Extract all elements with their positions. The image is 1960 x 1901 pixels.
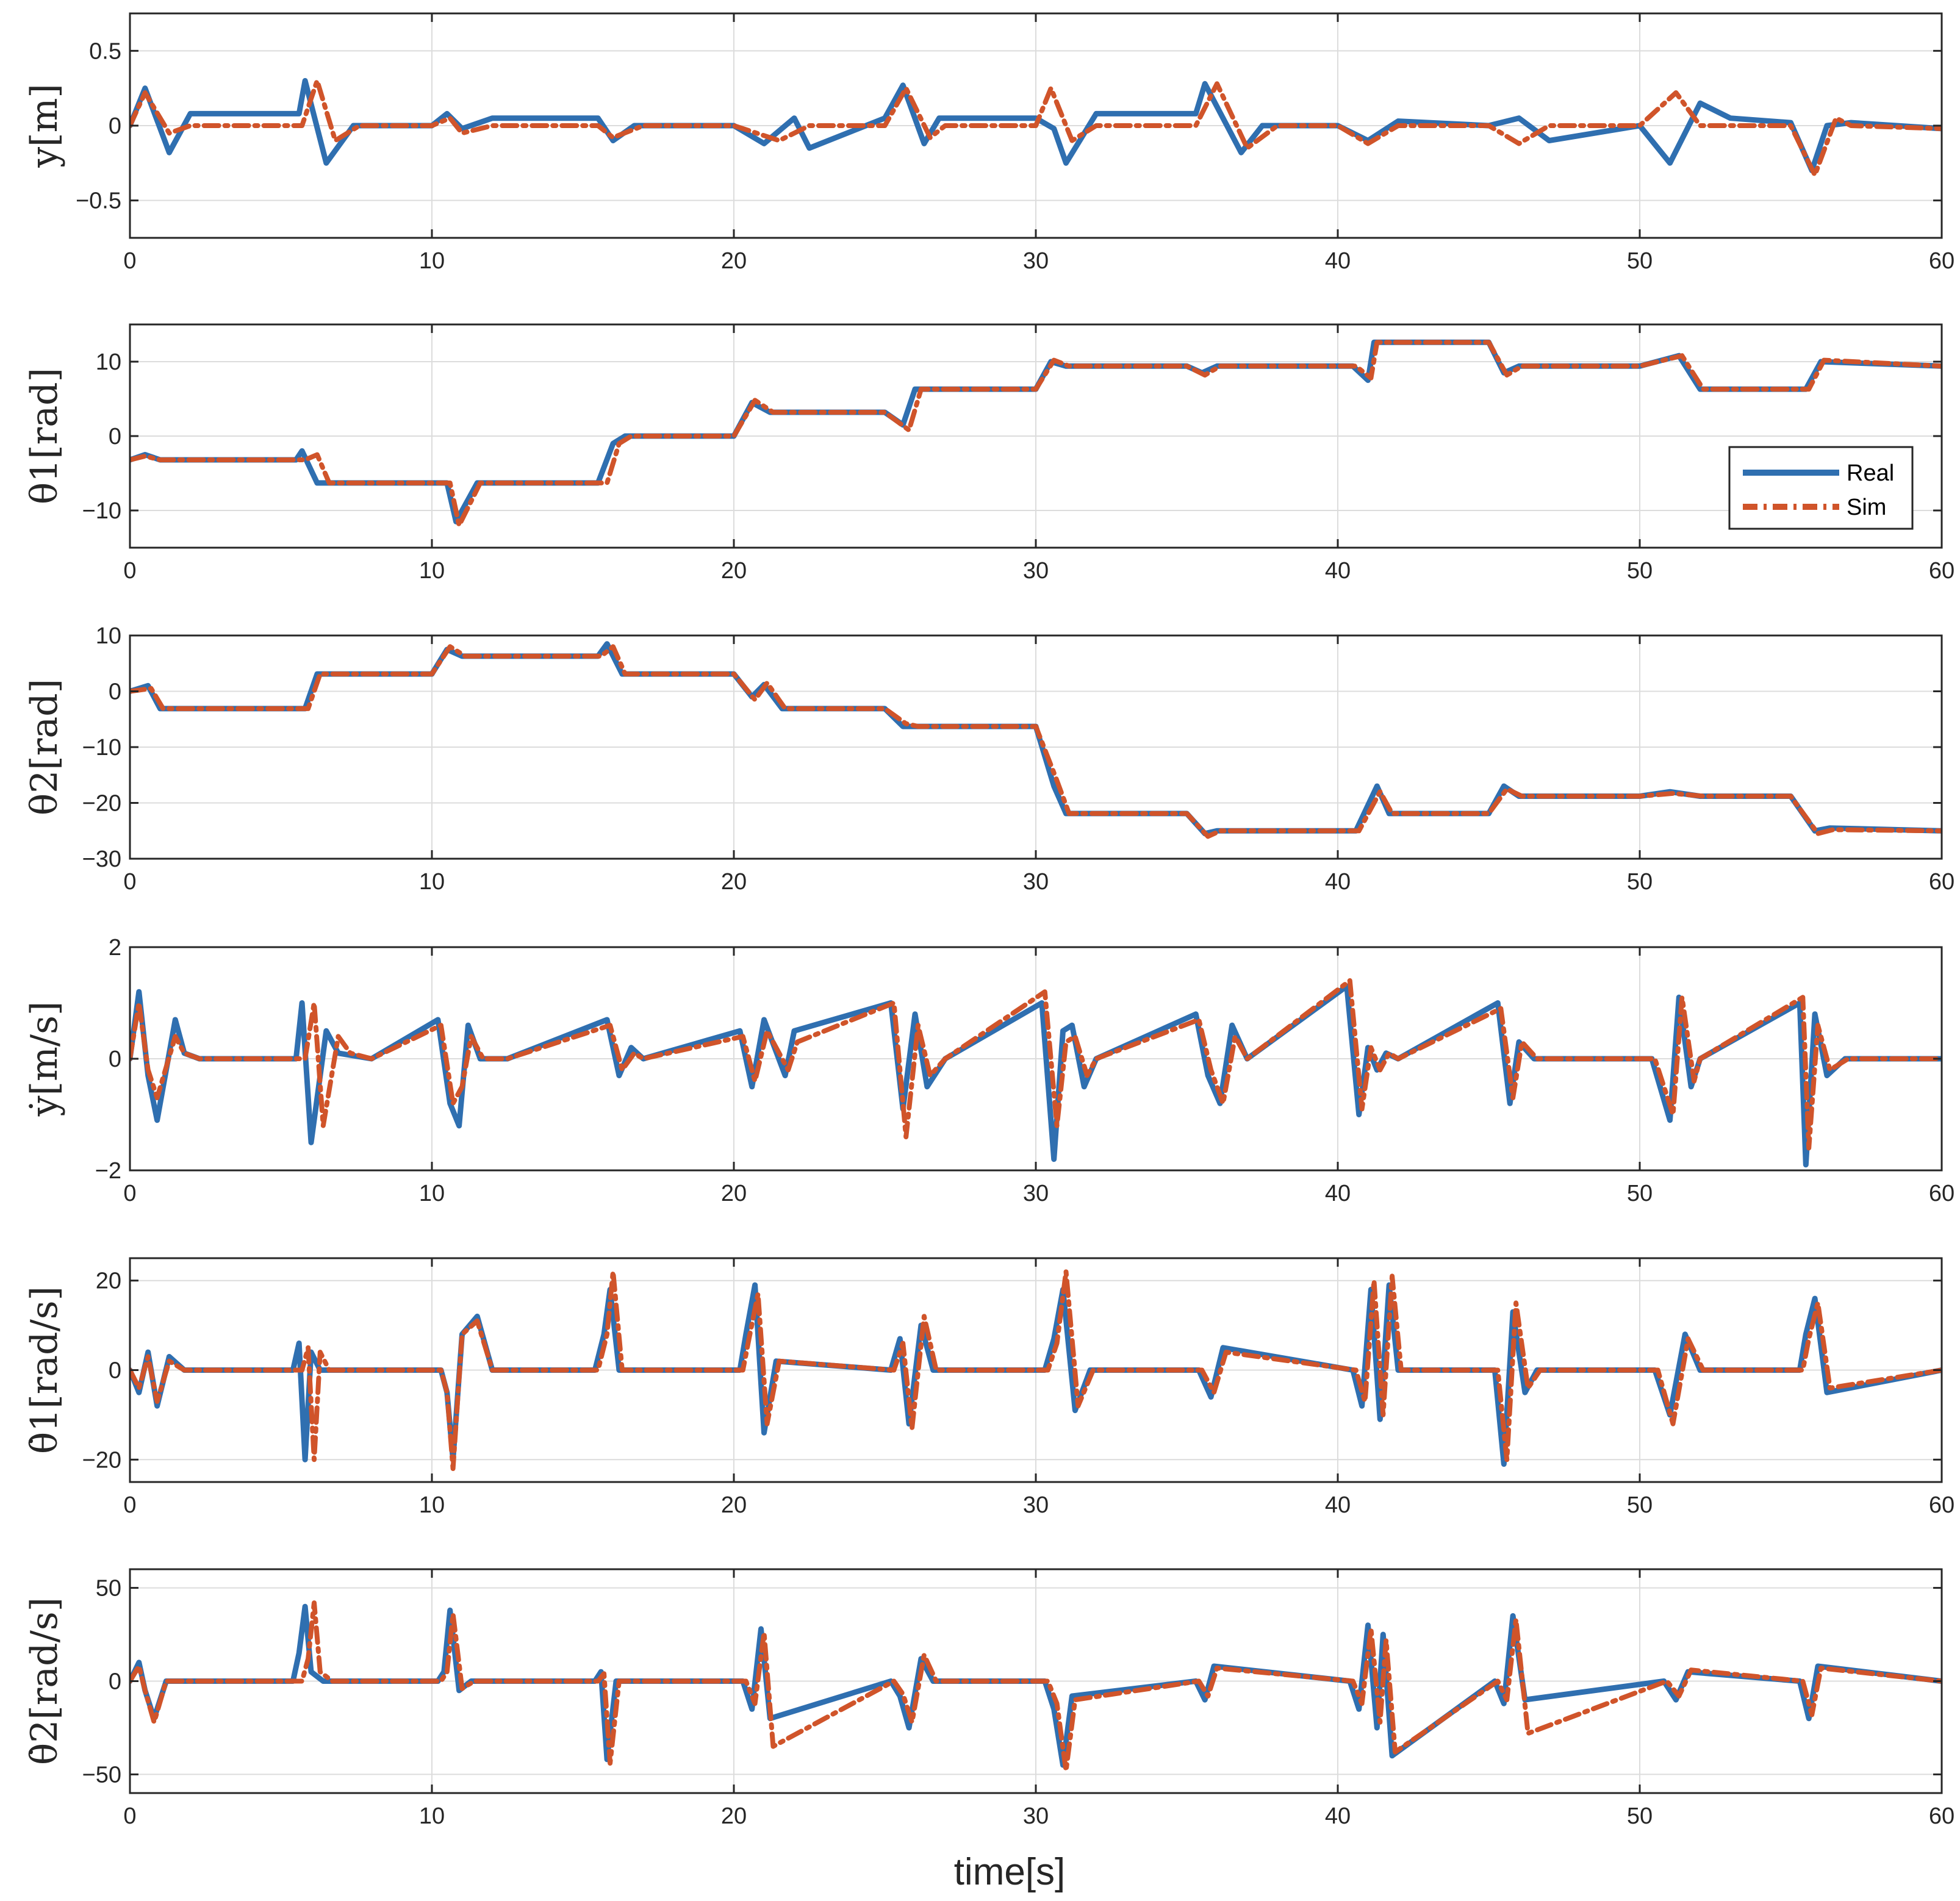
x-tick-label: 10 <box>419 869 445 895</box>
x-tick-label: 50 <box>1627 1181 1653 1206</box>
y-axis-label: θ̇2[rad/s] <box>23 1597 66 1765</box>
x-tick-label: 40 <box>1325 1181 1351 1206</box>
series-group <box>130 77 1942 177</box>
x-tick-label: 50 <box>1627 869 1653 895</box>
x-tick-label: 10 <box>419 558 445 584</box>
y-tick-label: −30 <box>82 847 121 872</box>
x-tick-label: 20 <box>721 248 747 274</box>
x-tick-label: 0 <box>123 1181 136 1206</box>
x-tick-label: 20 <box>721 1803 747 1829</box>
x-tick-label: 10 <box>419 1803 445 1829</box>
series-sim-line <box>130 340 1942 528</box>
y-axis-label: θ̇1[rad/s] <box>23 1286 66 1454</box>
y-tick-label: −10 <box>82 735 121 761</box>
x-tick-label: 30 <box>1023 248 1049 274</box>
y-tick-label: −20 <box>82 1447 121 1473</box>
series-group <box>130 339 1942 528</box>
x-tick-label: 40 <box>1325 558 1351 584</box>
x-tick-label: 50 <box>1627 1492 1653 1518</box>
y-axis-label: θ1[rad] <box>23 368 66 504</box>
y-tick-label: 0 <box>109 424 121 449</box>
x-tick-label: 30 <box>1023 1492 1049 1518</box>
series-sim-line <box>130 1269 1942 1471</box>
x-tick-label: 40 <box>1325 1492 1351 1518</box>
x-tick-label: 60 <box>1929 248 1955 274</box>
legend-sim-label: Sim <box>1847 495 1886 520</box>
y-tick-label: 0.5 <box>89 38 121 64</box>
x-tick-label: 40 <box>1325 248 1351 274</box>
y-tick-label: 10 <box>96 623 121 649</box>
y-tick-label: −10 <box>82 498 121 524</box>
series-sim-line <box>130 1600 1942 1774</box>
x-tick-label: 40 <box>1325 869 1351 895</box>
x-tick-label: 10 <box>419 1181 445 1206</box>
x-tick-label: 60 <box>1929 1803 1955 1829</box>
x-tick-label: 30 <box>1023 869 1049 895</box>
x-tick-label: 30 <box>1023 1803 1049 1829</box>
series-sim-line <box>130 978 1942 1151</box>
x-tick-label: 10 <box>419 248 445 274</box>
y-tick-label: −20 <box>82 791 121 817</box>
y-axis-label: θ2[rad] <box>23 679 66 815</box>
panel-1: 0 10 20 30 40 50 60 −0.5 0 0.5 y[m] <box>23 12 1955 274</box>
x-tick-label: 60 <box>1929 1492 1955 1518</box>
x-tick-label: 0 <box>123 558 136 584</box>
x-tick-label: 40 <box>1325 1803 1351 1829</box>
y-axis-label: ẏ[m/s] <box>23 1001 66 1117</box>
series-sim-line <box>130 78 1942 177</box>
legend-box <box>1728 446 1914 530</box>
series-sim-line <box>130 644 1942 839</box>
x-tick-label: 60 <box>1929 558 1955 584</box>
x-tick-label: 60 <box>1929 869 1955 895</box>
y-tick-label: 0 <box>109 1047 121 1072</box>
x-tick-label: 20 <box>721 1492 747 1518</box>
panel-3: 0 10 20 30 40 50 60 −30 −20 −10 0 10 θ2[rad] <box>23 623 1955 895</box>
x-tick-label: 30 <box>1023 1181 1049 1206</box>
y-tick-label: 50 <box>96 1576 121 1602</box>
panels: 0 10 20 30 40 50 60−0.500.5y[m]0 10 20 30 40 50 60−1… <box>23 12 1955 1829</box>
y-tick-label: 2 <box>109 935 121 961</box>
x-tick-label: 0 <box>123 248 136 274</box>
legend: Real Sim <box>1728 446 1914 530</box>
x-axis-label: time[s] <box>954 1851 1066 1893</box>
y-tick-label: −50 <box>82 1762 121 1788</box>
x-tick-label: 30 <box>1023 558 1049 584</box>
y-tick-label: 10 <box>96 349 121 375</box>
y-tick-label: 0 <box>109 679 121 705</box>
x-tick-label: 20 <box>721 869 747 895</box>
x-tick-label: 0 <box>123 869 136 895</box>
x-tick-label: 20 <box>721 1181 747 1206</box>
series-group <box>130 978 1942 1168</box>
x-tick-label: 10 <box>419 1492 445 1518</box>
series-group <box>130 1269 1942 1471</box>
legend-real-label: Real <box>1847 460 1894 486</box>
x-tick-label: 60 <box>1929 1181 1955 1206</box>
y-axis-label: y[m] <box>23 84 66 168</box>
x-tick-label: 20 <box>721 558 747 584</box>
x-tick-label: 50 <box>1627 1803 1653 1829</box>
y-tick-label: 0 <box>109 1358 121 1384</box>
y-tick-label: −0.5 <box>76 188 121 214</box>
y-tick-label: 0 <box>109 1669 121 1695</box>
series-group <box>130 641 1942 839</box>
series-group <box>130 1600 1942 1774</box>
y-tick-label: −2 <box>95 1158 121 1184</box>
panel-2: 0 10 20 30 40 50 60 −10 0 10 θ1[rad] <box>23 323 1955 584</box>
x-tick-label: 50 <box>1627 558 1653 584</box>
x-tick-label: 0 <box>123 1492 136 1518</box>
x-tick-label: 0 <box>123 1803 136 1829</box>
y-tick-label: 0 <box>109 113 121 139</box>
y-tick-label: 20 <box>96 1269 121 1294</box>
x-tick-label: 50 <box>1627 248 1653 274</box>
